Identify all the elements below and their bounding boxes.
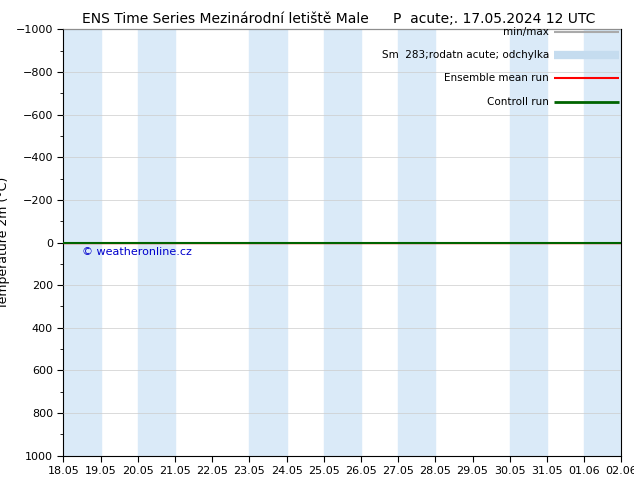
Text: ENS Time Series Mezinárodní letiště Male: ENS Time Series Mezinárodní letiště Male xyxy=(82,12,369,26)
Y-axis label: Temperature 2m (°C): Temperature 2m (°C) xyxy=(0,176,10,309)
Text: min/max: min/max xyxy=(503,26,549,37)
Text: © weatheronline.cz: © weatheronline.cz xyxy=(82,247,192,257)
Point xyxy=(96,240,104,245)
Bar xyxy=(63,29,101,456)
Bar xyxy=(584,29,621,456)
Bar xyxy=(510,29,547,456)
Point xyxy=(96,240,104,245)
Point xyxy=(96,240,104,245)
Bar xyxy=(138,29,175,456)
Bar xyxy=(398,29,436,456)
Point xyxy=(93,240,100,245)
Text: Ensemble mean run: Ensemble mean run xyxy=(444,74,549,83)
Point xyxy=(96,240,104,245)
Point xyxy=(93,240,100,245)
Point xyxy=(93,240,100,245)
Text: Sm  283;rodatn acute; odchylka: Sm 283;rodatn acute; odchylka xyxy=(382,50,549,60)
Bar xyxy=(324,29,361,456)
Bar xyxy=(249,29,287,456)
Text: P  acute;. 17.05.2024 12 UTC: P acute;. 17.05.2024 12 UTC xyxy=(393,12,595,26)
Point xyxy=(93,240,100,245)
Text: Controll run: Controll run xyxy=(487,97,549,107)
